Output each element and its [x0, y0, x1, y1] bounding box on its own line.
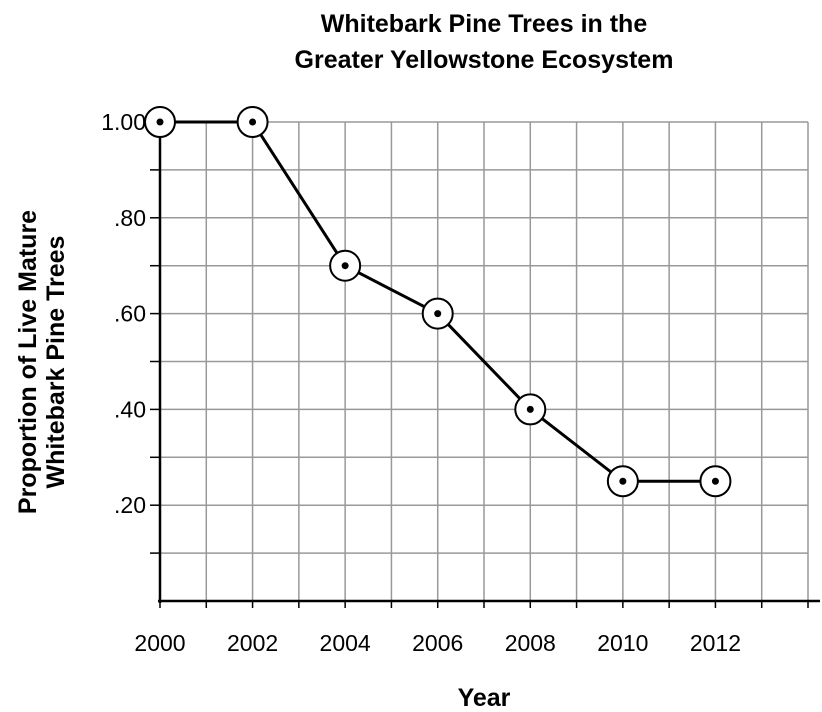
y-tick-label-p80: .80	[114, 205, 146, 231]
grid	[160, 121, 809, 601]
data-point-2006	[434, 310, 442, 318]
data-point-2000	[156, 118, 164, 126]
y-axis-label-line-1: Proportion of Live Mature	[14, 210, 42, 514]
chart-title-line-1: Whitebark Pine Trees in the	[321, 10, 648, 38]
axes	[158, 122, 820, 603]
y-axis-ticks: .20 .40 .60 .80 1.00	[101, 109, 160, 554]
x-tick-label-2006: 2006	[412, 630, 463, 656]
x-tick-label-2000: 2000	[134, 630, 185, 656]
x-tick-label-2002: 2002	[227, 630, 278, 656]
data-point-2008	[526, 405, 534, 413]
x-tick-label-2010: 2010	[597, 630, 648, 656]
y-tick-label-p40: .40	[114, 396, 146, 422]
x-tick-label-2008: 2008	[505, 630, 556, 656]
x-tick-label-2012: 2012	[690, 630, 741, 656]
y-tick-label-1p00: 1.00	[101, 109, 146, 135]
y-axis-label: Proportion of Live Mature Whitebark Pine…	[14, 210, 70, 514]
data-point-2004	[341, 262, 349, 270]
x-axis-label: Year	[458, 684, 511, 712]
y-axis-label-line-2: Whitebark Pine Trees	[42, 236, 70, 489]
y-tick-label-p60: .60	[114, 301, 146, 327]
x-tick-label-2004: 2004	[320, 630, 371, 656]
x-axis-ticks: 2000 2002 2004 2006 2008 2010 2012	[134, 601, 809, 656]
data-point-2010	[619, 477, 627, 485]
chart-title-line-2: Greater Yellowstone Ecosystem	[295, 46, 674, 74]
data-point-2012	[711, 477, 719, 485]
data-point-2002	[249, 118, 257, 126]
y-tick-label-p20: .20	[114, 492, 146, 518]
data-points	[144, 106, 732, 498]
